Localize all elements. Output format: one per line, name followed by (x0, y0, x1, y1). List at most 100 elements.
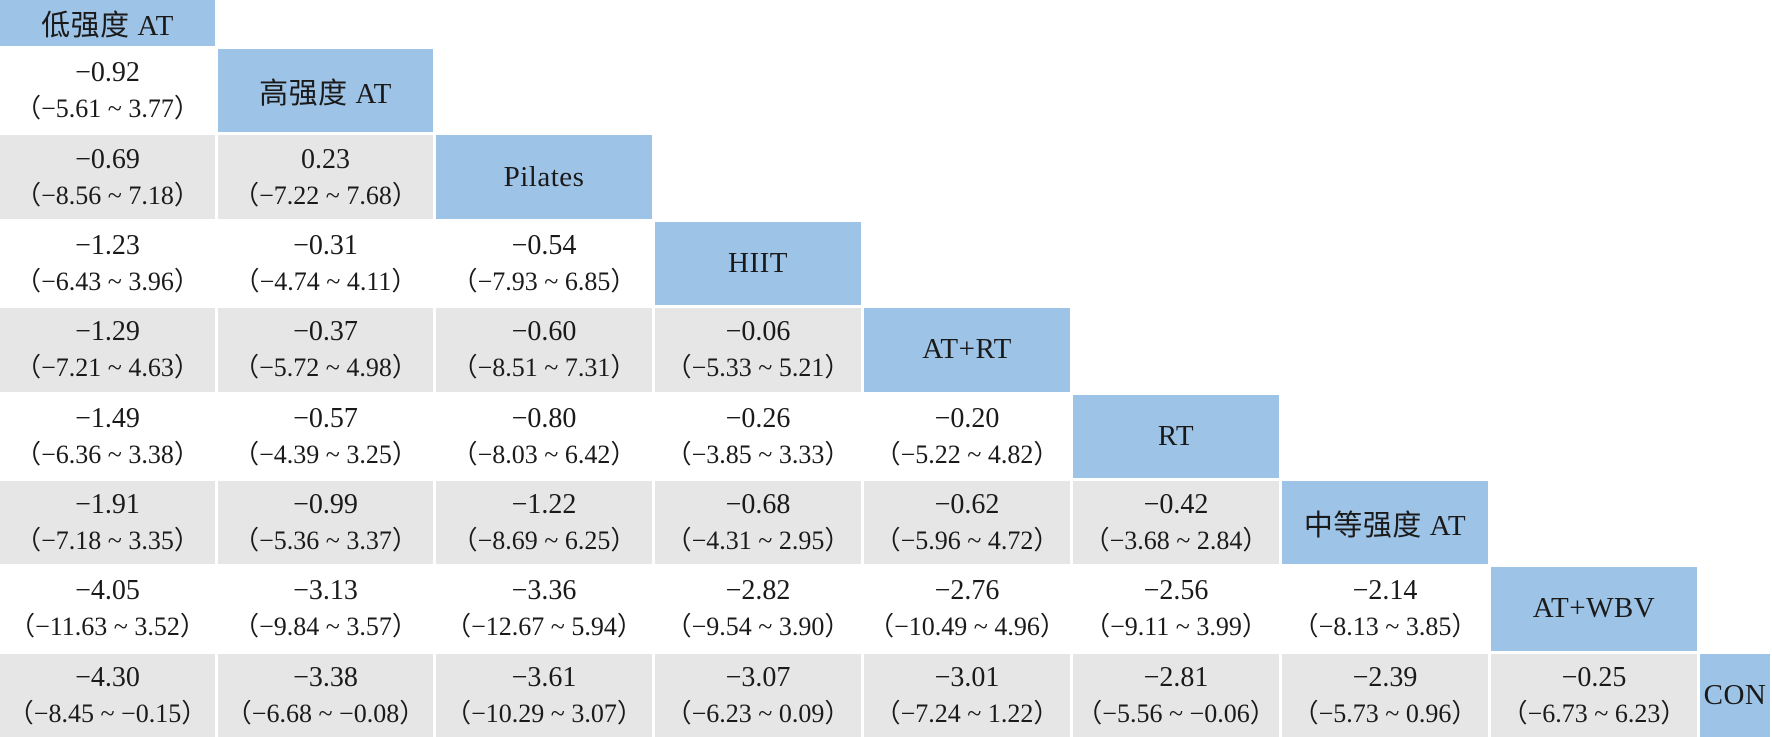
effect-cell: −0.37 （−5.72 ~ 4.98） (218, 308, 433, 392)
effect-cell: −0.68 （−4.31 ~ 2.95） (655, 480, 861, 565)
effect-value: −0.20 (934, 402, 1000, 434)
treatment-cell: HIIT (655, 221, 861, 306)
effect-cell: −4.30 （−8.45 ~ −0.15） (0, 653, 215, 737)
effect-ci: （−10.29 ~ 3.07） (445, 698, 643, 728)
effect-value: −3.01 (934, 661, 1000, 693)
effect-ci: （−4.74 ~ 4.11） (233, 266, 418, 296)
effect-cell: −0.80 （−8.03 ~ 6.42） (436, 394, 652, 478)
effect-ci: （−4.39 ~ 3.25） (233, 439, 418, 469)
effect-value: −1.91 (75, 489, 140, 521)
effect-cell: −0.57 （−4.39 ~ 3.25） (218, 394, 433, 478)
effect-value: −3.13 (293, 575, 358, 607)
effect-ci: （−6.23 ~ 0.09） (665, 698, 851, 728)
effect-value: −0.57 (293, 402, 358, 434)
effect-ci: （−7.22 ~ 7.68） (233, 180, 418, 210)
effect-ci: （−6.68 ~ −0.08） (225, 698, 426, 728)
effect-value: −0.42 (1143, 489, 1209, 521)
effect-cell: −3.61 （−10.29 ~ 3.07） (436, 653, 652, 737)
effect-ci: （−8.51 ~ 7.31） (451, 353, 637, 383)
effect-cell: −0.31 （−4.74 ~ 4.11） (218, 221, 433, 306)
treatment-cell: 低强度 AT (0, 0, 215, 46)
effect-value: −2.39 (1352, 661, 1418, 693)
effect-value: −4.30 (75, 661, 140, 693)
effect-value: −1.22 (511, 489, 577, 521)
effect-ci: （−6.43 ~ 3.96） (15, 266, 200, 296)
effect-cell: −3.38 （−6.68 ~ −0.08） (218, 653, 433, 737)
effect-cell: −0.20 （−5.22 ~ 4.82） (864, 394, 1070, 478)
effect-value: −3.61 (511, 661, 577, 693)
effect-cell: −3.01 （−7.24 ~ 1.22） (864, 653, 1070, 737)
effect-cell: −0.69 （−8.56 ~ 7.18） (0, 135, 215, 219)
treatment-cell: Pilates (436, 135, 652, 219)
effect-ci: （−8.56 ~ 7.18） (15, 180, 200, 210)
treatment-cell: AT+RT (864, 308, 1070, 392)
effect-cell: −1.23 （−6.43 ~ 3.96） (0, 221, 215, 306)
effect-value: −0.60 (511, 316, 577, 348)
effect-ci: （−12.67 ~ 5.94） (445, 612, 643, 642)
effect-cell: −0.92 （−5.61 ~ 3.77） (0, 49, 215, 133)
effect-ci: （−8.69 ~ 6.25） (451, 526, 637, 556)
effect-value: −2.14 (1352, 575, 1418, 607)
effect-value: 0.23 (301, 143, 350, 175)
effect-cell: −0.99 （−5.36 ~ 3.37） (218, 480, 433, 565)
effect-ci: （−7.93 ~ 6.85） (451, 266, 637, 296)
effect-ci: （−8.03 ~ 6.42） (451, 439, 637, 469)
effect-ci: （−8.45 ~ −0.15） (7, 698, 208, 728)
effect-cell: −1.22 （−8.69 ~ 6.25） (436, 480, 652, 565)
effect-value: −3.07 (725, 661, 791, 693)
effect-value: −2.82 (725, 575, 791, 607)
effect-cell: −1.49 （−6.36 ~ 3.38） (0, 394, 215, 478)
effect-cell: −0.54 （−7.93 ~ 6.85） (436, 221, 652, 306)
effect-ci: （−9.84 ~ 3.57） (233, 612, 418, 642)
effect-value: −0.80 (511, 402, 577, 434)
effect-value: −2.76 (934, 575, 1000, 607)
effect-cell: −2.81 （−5.56 ~ −0.06） (1073, 653, 1279, 737)
effect-value: −1.29 (75, 316, 140, 348)
effect-value: −4.05 (75, 575, 140, 607)
effect-cell: −3.13 （−9.84 ~ 3.57） (218, 567, 433, 651)
effect-cell: −0.60 （−8.51 ~ 7.31） (436, 308, 652, 392)
effect-value: −0.31 (293, 229, 358, 261)
effect-ci: （−5.36 ~ 3.37） (233, 526, 418, 556)
effect-cell: −4.05 （−11.63 ~ 3.52） (0, 567, 215, 651)
effect-cell: −1.29 （−7.21 ~ 4.63） (0, 308, 215, 392)
effect-cell: −2.39 （−5.73 ~ 0.96） (1282, 653, 1488, 737)
effect-ci: （−5.33 ~ 5.21） (665, 353, 851, 383)
effect-value: −3.38 (293, 661, 358, 693)
effect-value: −0.25 (1561, 661, 1627, 693)
effect-ci: （−5.22 ~ 4.82） (874, 439, 1060, 469)
effect-ci: （−4.31 ~ 2.95） (665, 526, 851, 556)
effect-ci: （−10.49 ~ 4.96） (868, 612, 1066, 642)
effect-value: −0.69 (75, 143, 140, 175)
effect-cell: −0.06 （−5.33 ~ 5.21） (655, 308, 861, 392)
effect-value: −0.68 (725, 489, 791, 521)
treatment-cell: CON (1700, 653, 1770, 737)
effect-cell: −0.42 （−3.68 ~ 2.84） (1073, 480, 1279, 565)
effect-cell: −2.14 （−8.13 ~ 3.85） (1282, 567, 1488, 651)
effect-ci: （−3.85 ~ 3.33） (665, 439, 851, 469)
effect-ci: （−11.63 ~ 3.52） (9, 612, 206, 642)
effect-ci: （−5.73 ~ 0.96） (1292, 698, 1478, 728)
effect-ci: （−5.61 ~ 3.77） (15, 94, 200, 124)
effect-ci: （−5.72 ~ 4.98） (233, 353, 418, 383)
effect-ci: （−9.54 ~ 3.90） (665, 612, 851, 642)
effect-cell: −0.62 （−5.96 ~ 4.72） (864, 480, 1070, 565)
effect-value: −0.99 (293, 489, 358, 521)
effect-cell: 0.23 （−7.22 ~ 7.68） (218, 135, 433, 219)
effect-ci: （−7.24 ~ 1.22） (874, 698, 1060, 728)
effect-value: −2.81 (1143, 661, 1209, 693)
effect-value: −3.36 (511, 575, 577, 607)
effect-ci: （−8.13 ~ 3.85） (1292, 612, 1478, 642)
effect-value: −2.56 (1143, 575, 1209, 607)
effect-value: −0.62 (934, 489, 1000, 521)
effect-ci: （−9.11 ~ 3.99） (1084, 612, 1268, 642)
effect-value: −0.06 (725, 316, 791, 348)
effect-cell: −0.26 （−3.85 ~ 3.33） (655, 394, 861, 478)
effect-cell: −2.76 （−10.49 ~ 4.96） (864, 567, 1070, 651)
effect-ci: （−3.68 ~ 2.84） (1083, 526, 1269, 556)
effect-cell: −1.91 （−7.18 ~ 3.35） (0, 480, 215, 565)
effect-ci: （−6.36 ~ 3.38） (15, 439, 200, 469)
effect-ci: （−5.96 ~ 4.72） (874, 526, 1060, 556)
